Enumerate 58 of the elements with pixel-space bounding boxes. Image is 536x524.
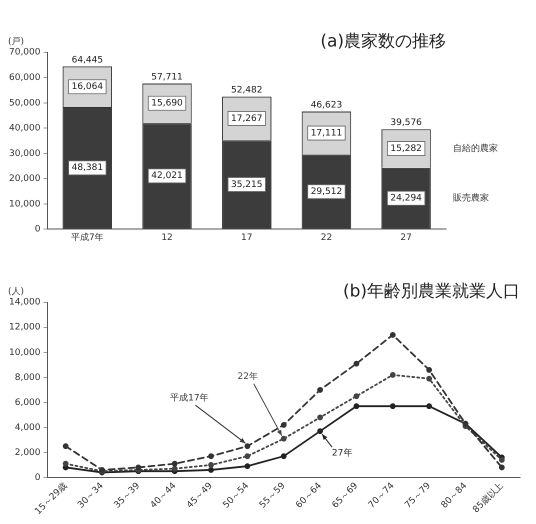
- x-tick-label: 50～54: [222, 480, 252, 511]
- text: 販売農家: [452, 192, 489, 204]
- y-tick-label: 70,000: [8, 48, 41, 58]
- x-tick-label: 55～59: [258, 480, 288, 511]
- chart-title: (a)農家数の推移: [320, 32, 446, 52]
- x-tick-label: 70～74: [366, 480, 397, 511]
- y-axis-title: (戸): [8, 37, 24, 48]
- y-tick-label: 50,000: [8, 98, 41, 108]
- data-label: 29,512: [310, 187, 342, 198]
- y-tick-label: 10,000: [8, 199, 41, 210]
- text: 平成17年: [170, 392, 209, 404]
- x-tick-label: 65～69: [330, 480, 360, 511]
- y-tick-label: 40,000: [8, 124, 41, 134]
- x-tick-label: 60～64: [294, 480, 324, 511]
- y-tick-label: 8,000: [14, 372, 41, 383]
- total-label: 52,482: [230, 85, 262, 96]
- x-tick-label: 12: [161, 232, 173, 243]
- chart-title: (b)年齢別農業就業人口: [342, 282, 520, 302]
- y-tick-label: 2,000: [14, 448, 41, 458]
- x-tick-label: 40～44: [148, 480, 179, 511]
- y-tick-label: 60,000: [8, 73, 41, 83]
- data-label: 17,267: [230, 114, 262, 124]
- data-label: 16,064: [72, 82, 104, 92]
- x-tick-label: 35～39: [112, 480, 142, 511]
- text: 22年: [238, 371, 258, 382]
- data-label: 17,111: [310, 128, 342, 138]
- x-tick-label: 17: [241, 232, 252, 243]
- x-tick-label: 75～79: [403, 480, 434, 511]
- text: 自給的農家: [452, 142, 498, 154]
- legend-label: 27年: [332, 448, 352, 459]
- total-label: 39,576: [390, 118, 422, 128]
- y-tick-label: 4,000: [14, 422, 41, 433]
- x-tick-label: 15～29歳: [32, 480, 70, 517]
- x-tick-label: 27: [400, 232, 412, 243]
- data-label: 15,690: [151, 98, 184, 109]
- y-axis-title: (人): [8, 286, 24, 298]
- total-label: 46,623: [310, 100, 342, 110]
- data-label: 24,294: [390, 194, 422, 204]
- y-tick-label: 12,000: [8, 322, 41, 333]
- x-tick-label: 80～84: [440, 480, 470, 511]
- total-label: 57,711: [151, 72, 183, 82]
- x-tick-label: 平成7年: [70, 232, 104, 243]
- x-tick-label: 22: [320, 232, 332, 243]
- y-tick-label: 6,000: [14, 398, 41, 408]
- data-label: 42,021: [151, 171, 183, 182]
- y-tick-label: 0: [34, 472, 41, 483]
- y-tick-label: 10,000: [8, 348, 41, 358]
- y-tick-label: 30,000: [8, 148, 41, 159]
- x-tick-label: 45～49: [185, 480, 216, 511]
- x-tick-label: 85歳以上: [470, 480, 506, 516]
- y-tick-label: 14,000: [8, 298, 41, 308]
- y-tick-label: 0: [34, 224, 41, 235]
- data-label: 35,215: [230, 180, 262, 190]
- total-label: 64,445: [72, 55, 104, 66]
- y-tick-label: 20,000: [8, 174, 41, 184]
- data-label: 48,381: [72, 163, 104, 174]
- x-tick-label: 30～34: [76, 480, 106, 511]
- data-label: 15,282: [390, 144, 422, 154]
